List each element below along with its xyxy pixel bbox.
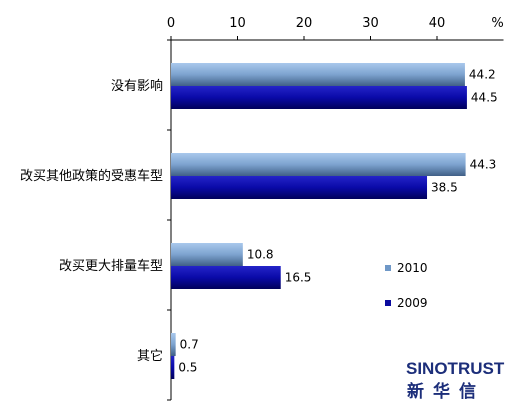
category-label: 没有影响 — [111, 78, 163, 94]
bar-2009 — [171, 86, 467, 109]
axes: 0 10 20 30 40% — [167, 16, 504, 401]
legend-swatch-2010 — [385, 265, 391, 271]
data-label: 0.5 — [178, 361, 197, 375]
category-label: 改买其他政策的受惠车型 — [20, 168, 163, 184]
data-label: 44.3 — [470, 158, 497, 172]
x-tick-label: 30 — [362, 16, 379, 31]
legend: 2010 2009 — [385, 261, 428, 310]
category-label: 改买更大排量车型 — [59, 258, 163, 274]
brand-chinese: 新华信 — [407, 381, 485, 402]
bar-2009 — [171, 176, 428, 199]
x-tick-label: 20 — [296, 16, 313, 31]
data-label: 10.8 — [247, 248, 274, 262]
brand-english: SINOTRUST — [406, 359, 505, 378]
data-label: 16.5 — [285, 271, 312, 285]
category-label: 其它 — [137, 348, 163, 364]
bar-2010 — [171, 333, 176, 356]
x-tick-label: 10 — [229, 16, 246, 31]
x-unit-label: % — [491, 16, 503, 31]
data-label: 44.5 — [471, 91, 498, 105]
x-tick-label: 0 — [167, 16, 175, 31]
data-label: 0.7 — [180, 338, 199, 352]
labels: 44.2 44.5 没有影响 44.3 38.5 改买其他政策的受惠车型 10.8 16.5 改… — [20, 68, 498, 375]
data-label: 38.5 — [431, 181, 458, 195]
data-label: 44.2 — [469, 68, 496, 82]
legend-label: 2010 — [397, 261, 428, 275]
bar-2010 — [171, 63, 465, 86]
legend-label: 2009 — [397, 296, 428, 310]
legend-swatch-2009 — [385, 300, 391, 306]
bar-2010 — [171, 153, 466, 176]
bar-2009 — [171, 266, 281, 289]
bar-2009 — [171, 356, 175, 379]
x-tick-label: 40 — [429, 16, 446, 31]
bars — [171, 63, 467, 379]
brand-logo: SINOTRUST 新华信 — [406, 359, 505, 402]
bar-2010 — [171, 243, 243, 266]
